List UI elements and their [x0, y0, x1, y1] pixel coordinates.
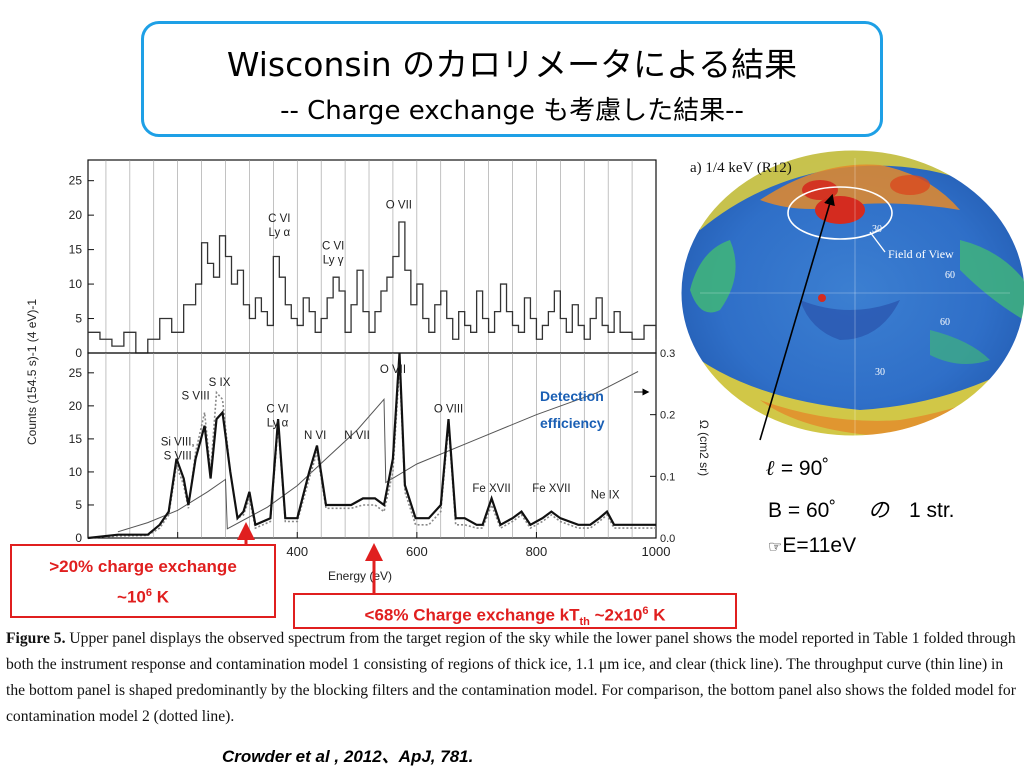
- all-sky-map: Field of View 30 60 60 30: [680, 150, 1024, 437]
- annotation-left-exp: 6: [145, 587, 152, 599]
- pointing-arrow: [759, 193, 835, 441]
- slide-subtitle: -- Charge exchange も考慮した結果--: [280, 96, 744, 126]
- annotation-box-left: >20% charge exchange ~106 K: [10, 544, 276, 618]
- figure-canvas: 0 5 10 15 20 25 C VI Ly α C VI Ly γ O VII 0 5 10 15 2…: [25, 150, 1024, 598]
- pointing-hand-icon: ☞: [768, 539, 783, 556]
- x-tick-label: 600: [406, 544, 428, 559]
- y-tick-label: 5: [75, 312, 82, 326]
- caption-label: Figure 5.: [6, 630, 66, 647]
- line-label: Fe XVII: [472, 483, 510, 495]
- grid-label-1: 30: [872, 224, 882, 235]
- x-tick-label: 1000: [642, 544, 671, 559]
- line-label: C VI: [266, 403, 288, 415]
- line-label-sub: S VIII: [164, 451, 192, 463]
- lower-gridlines: [105, 353, 633, 538]
- line-label: C VI: [322, 241, 344, 253]
- annotation-box-right: <68% Charge exchange kTth ~2x106 K: [293, 593, 737, 629]
- y2-axis-label: Ω (cm2 sr): [697, 420, 711, 476]
- observed-spectrum-line: [88, 221, 657, 354]
- detection-label-line2: efficiency: [540, 415, 605, 431]
- field-of-view-label: Field of View: [888, 247, 954, 261]
- annotation-left-prefix: ~10: [117, 587, 146, 607]
- galactic-latitude: B = 60゜ の 1 str.: [768, 494, 955, 524]
- upper-y-ticks: 0 5 10 15 20 25: [69, 174, 94, 360]
- y-tick-label: 5: [75, 498, 82, 512]
- y-tick-label: 20: [69, 208, 83, 222]
- line-label: N VI: [304, 430, 326, 442]
- sky-map-title: a) 1/4 keV (R12): [690, 160, 792, 176]
- y-tick-label: 20: [69, 399, 83, 413]
- grid-label-4: 30: [875, 367, 885, 378]
- y-tick-label: 10: [69, 277, 83, 291]
- fov-pointer: [869, 231, 886, 253]
- line-label: O VII: [380, 364, 406, 376]
- line-label-sub: Ly α: [269, 227, 291, 239]
- annotation-right-suffix: K: [648, 605, 666, 625]
- y-tick-label: 25: [69, 174, 83, 188]
- x-tick-label: 800: [526, 544, 548, 559]
- ell-value: = 90゜: [774, 457, 844, 480]
- energy-resolution: ☞E=11eV: [768, 534, 856, 558]
- line-label: Fe XVII: [532, 483, 570, 495]
- line-label: Ne IX: [591, 489, 620, 501]
- annotation-left-suffix: K: [151, 587, 169, 607]
- slide-title-box: Wisconsin のカロリメータによる結果 -- Charge exchang…: [141, 21, 883, 137]
- y-tick-label: 10: [69, 465, 83, 479]
- lower-y2-ticks: 0.0 0.1 0.2 0.3: [650, 348, 675, 545]
- upper-spectrum-panel: 0 5 10 15 20 25 C VI Ly α C VI Ly γ O VII: [69, 159, 657, 360]
- ell-symbol: ℓ: [766, 455, 775, 480]
- annotation-right-sub: th: [579, 616, 590, 629]
- line-label: O VII: [386, 199, 412, 211]
- annotation-left-line1: >20% charge exchange: [49, 557, 237, 576]
- x-axis-label: Energy (eV): [328, 569, 392, 583]
- upper-line-labels: C VI Ly α C VI Ly γ O VII: [268, 199, 412, 266]
- annotation-right-prefix: <68% Charge exchange kT: [364, 605, 580, 625]
- model1-thick-line: [87, 352, 656, 540]
- lower-plot-frame: [87, 352, 657, 539]
- slide-title: Wisconsin のカロリメータによる結果: [226, 45, 798, 84]
- y-tick-label: 0: [75, 346, 82, 360]
- line-label-sub: Ly γ: [323, 255, 344, 267]
- detection-efficiency-line: [117, 371, 639, 533]
- y2-tick-label: 0.0: [660, 533, 675, 545]
- field-of-view-outline: [787, 186, 893, 240]
- caption-text: Upper panel displays the observed spectr…: [6, 630, 1016, 725]
- y2-tick-label: 0.1: [660, 471, 675, 483]
- y-tick-label: 15: [69, 432, 83, 446]
- line-label: O VIII: [434, 403, 463, 415]
- energy-value: E=11eV: [782, 534, 857, 557]
- model2-dotted-line: [87, 366, 656, 539]
- y-axis-label: Counts (154.5 s)-1 (4 eV)-1: [25, 299, 39, 445]
- y2-tick-label: 0.2: [660, 410, 675, 422]
- line-label: Si VIII,: [161, 437, 195, 449]
- line-label-sub: Ly α: [267, 417, 289, 429]
- b-value: B = 60゜: [768, 499, 851, 522]
- line-label: S IX: [209, 377, 231, 389]
- line-label: N VII: [344, 430, 370, 442]
- x-tick-label: 400: [286, 544, 308, 559]
- annotation-right-exp: 6: [642, 605, 649, 617]
- line-label: S VIII: [182, 390, 210, 402]
- figure-caption: Figure 5. Upper panel displays the obser…: [6, 626, 1020, 730]
- line-label: C VI: [268, 213, 290, 225]
- no-particle: の: [868, 499, 890, 522]
- lower-y-ticks: 0 5 10 15 20 25: [69, 366, 94, 545]
- galactic-longitude: ℓ = 90゜: [766, 452, 843, 482]
- citation: Crowder et al , 2012、ApJ, 781.: [222, 747, 474, 766]
- annotation-left-line2: ~106 K: [12, 580, 274, 611]
- detection-label-line1: Detection: [540, 388, 604, 404]
- y-tick-label: 25: [69, 366, 83, 380]
- solid-angle: 1 str.: [909, 499, 955, 522]
- y-tick-label: 0: [75, 531, 82, 545]
- y-tick-label: 15: [69, 243, 83, 257]
- grid-label-3: 60: [940, 317, 950, 328]
- grid-label-2: 60: [945, 270, 955, 281]
- annotation-right-mid: ~2x10: [589, 605, 643, 625]
- upper-plot-frame: [87, 159, 657, 354]
- y2-tick-label: 0.3: [660, 348, 675, 360]
